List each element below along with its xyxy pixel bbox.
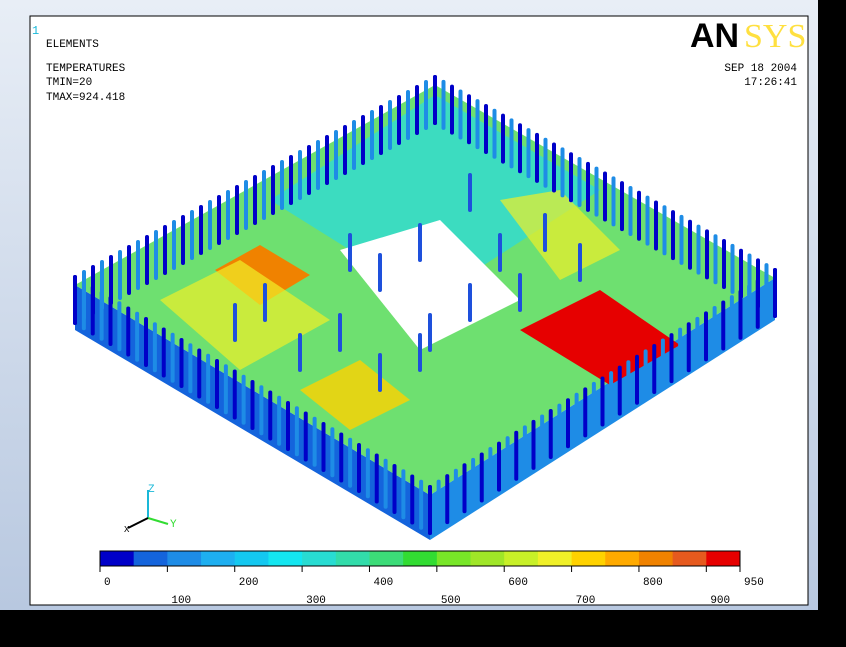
result-label: TEMPERATURES [46,63,126,75]
screen: 1 ELEMENTS TEMPERATURES TMIN=20 TMAX=924… [0,0,846,642]
logo-sys: SYS [744,18,806,55]
legend-tick-label: 0 [104,577,111,589]
legend-swatch [403,551,437,566]
triad-z: Z [148,484,155,496]
legend-tick-label: 400 [373,577,393,589]
date-label: SEP 18 2004 [724,63,797,75]
legend-tick-label: 200 [239,577,259,589]
legend-tick-label: 900 [710,595,730,607]
legend-swatch [134,551,168,566]
legend-swatch [572,551,606,566]
triad-x: X [124,525,130,535]
legend-tick-label: 800 [643,577,663,589]
logo-an: AN [690,17,739,55]
legend-tick-label: 100 [171,595,191,607]
legend-swatch [369,551,403,566]
legend-swatch [706,551,740,566]
legend-swatch [605,551,639,566]
legend-swatch [673,551,707,566]
legend-tick-label: 500 [441,595,461,607]
legend-swatch [504,551,538,566]
tmax-label: TMAX=924.418 [46,92,125,104]
window-number: 1 [32,24,39,38]
legend-swatch [437,551,471,566]
page: 1 ELEMENTS TEMPERATURES TMIN=20 TMAX=924… [0,0,846,642]
legend-tick-label: 300 [306,595,326,607]
legend-swatch [471,551,505,566]
time-label: 17:26:41 [744,77,797,89]
legend-tick-label: 700 [576,595,596,607]
legend-swatch [538,551,572,566]
legend-swatch [100,551,134,566]
legend-swatch [167,551,201,566]
triad-y: Y [170,519,177,531]
legend-swatch [235,551,269,566]
legend-tick-label: 600 [508,577,528,589]
legend-swatch [639,551,673,566]
legend-swatch [268,551,302,566]
legend-swatch [336,551,370,566]
legend-swatch [302,551,336,566]
mode-label: ELEMENTS [46,39,99,51]
tmin-label: TMIN=20 [46,77,92,89]
legend-tick-label: 950 [744,577,764,589]
legend-swatch [201,551,235,566]
